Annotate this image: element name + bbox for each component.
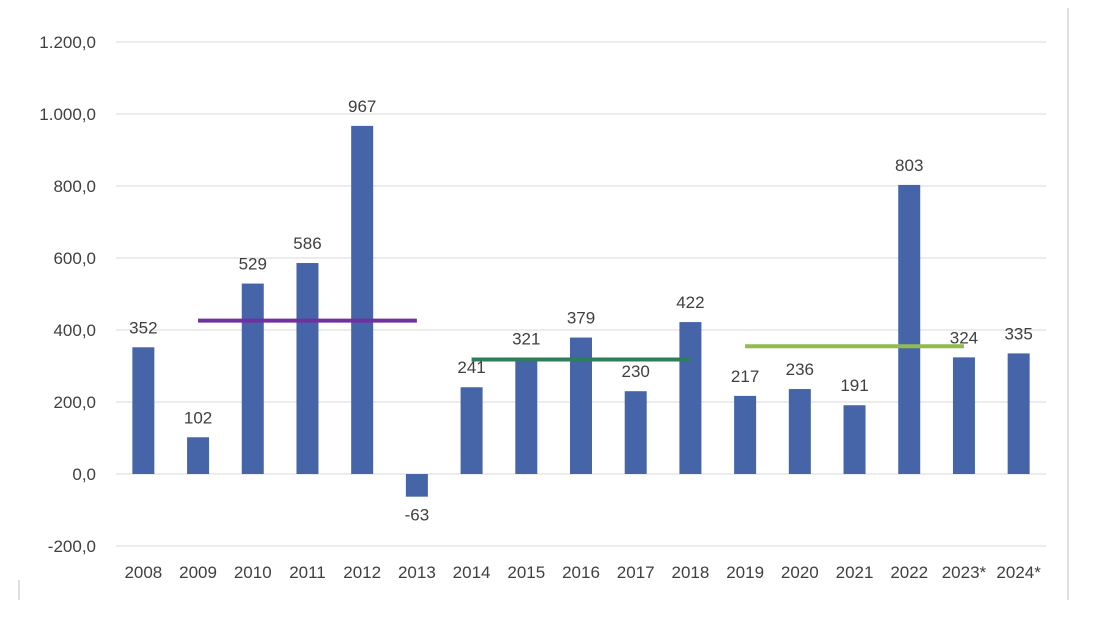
x-tick-label: 2009 (179, 563, 217, 582)
data-label: 422 (676, 293, 704, 312)
data-label: 241 (457, 358, 485, 377)
x-tick-label: 2018 (671, 563, 709, 582)
x-tick-label: 2019 (726, 563, 764, 582)
data-label: 803 (895, 156, 923, 175)
data-label: 236 (786, 360, 814, 379)
x-axis-tick-labels: 2008 2009 2010 2011 2012 2013 2014 2015 2016 2017… (124, 563, 1041, 582)
y-tick-label: 1.200,0 (39, 33, 96, 52)
data-labels: 352 102 529 586 967 -63 241 321 379 230 422 217 236 1… (129, 97, 1033, 525)
data-label: 335 (1004, 324, 1032, 343)
bar (679, 322, 702, 474)
x-tick-label: 2012 (343, 563, 381, 582)
data-label: 102 (184, 408, 212, 427)
data-label: 529 (239, 255, 267, 274)
x-tick-label: 2017 (617, 563, 655, 582)
bar (788, 389, 811, 474)
bar (515, 358, 538, 474)
x-tick-label: 2022 (890, 563, 928, 582)
bar (351, 125, 374, 474)
bar (132, 347, 155, 474)
bar (460, 387, 483, 474)
average-lines (198, 318, 964, 362)
data-label: 586 (293, 234, 321, 253)
bar (843, 405, 866, 474)
x-tick-label: 2008 (124, 563, 162, 582)
bar (952, 357, 975, 474)
x-tick-label: 2016 (562, 563, 600, 582)
y-tick-label: 200,0 (53, 393, 96, 412)
y-tick-label: 400,0 (53, 321, 96, 340)
data-label: 967 (348, 97, 376, 116)
x-tick-label: 2023* (942, 563, 987, 582)
data-label: 217 (731, 367, 759, 386)
data-label: 379 (567, 309, 595, 328)
bar (898, 184, 921, 475)
x-tick-label: 2024* (996, 563, 1041, 582)
bar (570, 337, 592, 474)
y-tick-label: 600,0 (53, 249, 96, 268)
y-axis-tick-labels: -200,0 0,0 200,0 400,0 600,0 800,0 1.000,0 1.20… (39, 33, 96, 556)
x-tick-label: 2011 (289, 563, 326, 582)
bar (296, 263, 319, 474)
bar (241, 283, 264, 474)
y-tick-label: 0,0 (72, 465, 96, 484)
x-tick-label: 2021 (836, 563, 874, 582)
data-label: 191 (840, 376, 868, 395)
data-label: 321 (512, 329, 540, 348)
y-tick-label: 1.000,0 (39, 105, 96, 124)
x-tick-label: 2020 (781, 563, 819, 582)
data-label: 230 (622, 362, 650, 381)
bars (132, 125, 1030, 497)
bar (187, 437, 210, 474)
data-label: 324 (950, 328, 978, 347)
y-tick-label: -200,0 (48, 537, 96, 556)
bar (1007, 353, 1030, 474)
x-tick-label: 2014 (453, 563, 491, 582)
data-label: -63 (405, 506, 430, 525)
x-tick-label: 2010 (234, 563, 272, 582)
bar (624, 391, 647, 474)
x-tick-label: 2015 (507, 563, 545, 582)
y-tick-label: 800,0 (53, 177, 96, 196)
bar (405, 474, 428, 497)
x-tick-label: 2013 (398, 563, 436, 582)
data-label: 352 (129, 318, 157, 337)
bar (734, 395, 757, 474)
